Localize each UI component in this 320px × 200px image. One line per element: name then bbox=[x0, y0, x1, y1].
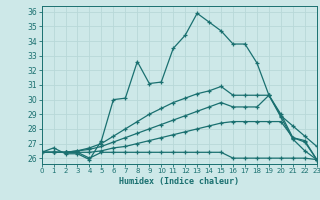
X-axis label: Humidex (Indice chaleur): Humidex (Indice chaleur) bbox=[119, 177, 239, 186]
